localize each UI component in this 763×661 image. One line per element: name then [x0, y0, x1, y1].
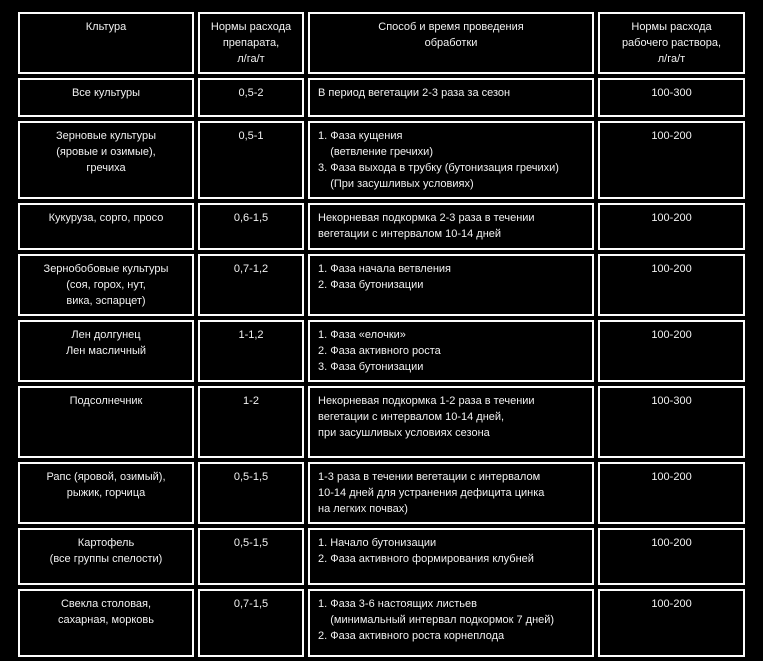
method-cell: 1. Фаза кущения (ветвление гречихи) 3. Ф…: [308, 121, 594, 199]
culture-cell: Зерновые культуры (яровые и озимые), гре…: [18, 121, 194, 199]
culture-cell: Лен долгунец Лен масличный: [18, 320, 194, 382]
culture-cell: Кукуруза, сорго, просо: [18, 203, 194, 250]
table-row: Свекла столовая, сахарная, морковь 0,7-1,…: [18, 589, 745, 657]
solution-cell: 100-200: [598, 121, 745, 199]
method-cell: 1-3 раза в течении вегетации с интервало…: [308, 462, 594, 524]
column-header-solution-rate: Нормы расхода рабочего раствора, л/га/т: [598, 12, 745, 74]
table-row: Зернобобовые культуры (соя, горох, нут, …: [18, 254, 745, 316]
rate-cell: 0,6-1,5: [198, 203, 304, 250]
culture-cell: Все культуры: [18, 78, 194, 117]
header-row: Кльтура Нормы расхода препарата, л/га/т …: [18, 12, 745, 74]
method-cell: 1. Фаза начала ветвления 2. Фаза бутониз…: [308, 254, 594, 316]
table-row: Лен долгунец Лен масличный 1-1,2 1. Фаза «…: [18, 320, 745, 382]
culture-cell: Зернобобовые культуры (соя, горох, нут, …: [18, 254, 194, 316]
column-header-culture: Кльтура: [18, 12, 194, 74]
column-header-method-timing: Способ и время проведения обработки: [308, 12, 594, 74]
table-row: Рапс (яровой, озимый), рыжик, горчица 0,5…: [18, 462, 745, 524]
solution-cell: 100-200: [598, 462, 745, 524]
rate-cell: 0,5-1: [198, 121, 304, 199]
method-cell: 1. Начало бутонизации 2. Фаза активного …: [308, 528, 594, 585]
rate-cell: 0,7-1,5: [198, 589, 304, 657]
rate-cell: 0,5-2: [198, 78, 304, 117]
method-cell: Некорневая подкормка 2-3 раза в течении …: [308, 203, 594, 250]
solution-cell: 100-200: [598, 589, 745, 657]
rate-cell: 0,5-1,5: [198, 528, 304, 585]
solution-cell: 100-300: [598, 78, 745, 117]
method-cell: 1. Фаза 3-6 настоящих листьев (минимальн…: [308, 589, 594, 657]
table-row: Картофель (все группы спелости) 0,5-1,5 1.…: [18, 528, 745, 585]
method-cell: Некорневая подкормка 1-2 раза в течении …: [308, 386, 594, 458]
culture-cell: Подсолнечник: [18, 386, 194, 458]
table-row: Подсолнечник 1-2 Некорневая подкормка 1-2 …: [18, 386, 745, 458]
table-header: Кльтура Нормы расхода препарата, л/га/т …: [18, 12, 745, 74]
rate-cell: 0,7-1,2: [198, 254, 304, 316]
rate-cell: 1-2: [198, 386, 304, 458]
method-cell: В период вегетации 2-3 раза за сезон: [308, 78, 594, 117]
method-cell: 1. Фаза «елочки» 2. Фаза активного роста…: [308, 320, 594, 382]
solution-cell: 100-200: [598, 320, 745, 382]
column-header-preparation-rate: Нормы расхода препарата, л/га/т: [198, 12, 304, 74]
solution-cell: 100-200: [598, 254, 745, 316]
table-body: Все культуры 0,5-2 В период вегетации 2-3 …: [18, 78, 745, 657]
rate-cell: 1-1,2: [198, 320, 304, 382]
culture-cell: Картофель (все группы спелости): [18, 528, 194, 585]
solution-cell: 100-200: [598, 203, 745, 250]
culture-cell: Свекла столовая, сахарная, морковь: [18, 589, 194, 657]
solution-cell: 100-200: [598, 528, 745, 585]
crop-treatment-rates-table: Кльтура Нормы расхода препарата, л/га/т …: [14, 8, 749, 661]
table-row: Все культуры 0,5-2 В период вегетации 2-3 …: [18, 78, 745, 117]
rate-cell: 0,5-1,5: [198, 462, 304, 524]
solution-cell: 100-300: [598, 386, 745, 458]
culture-cell: Рапс (яровой, озимый), рыжик, горчица: [18, 462, 194, 524]
table-row: Кукуруза, сорго, просо 0,6-1,5 Некорневая …: [18, 203, 745, 250]
table-row: Зерновые культуры (яровые и озимые), гре…: [18, 121, 745, 199]
